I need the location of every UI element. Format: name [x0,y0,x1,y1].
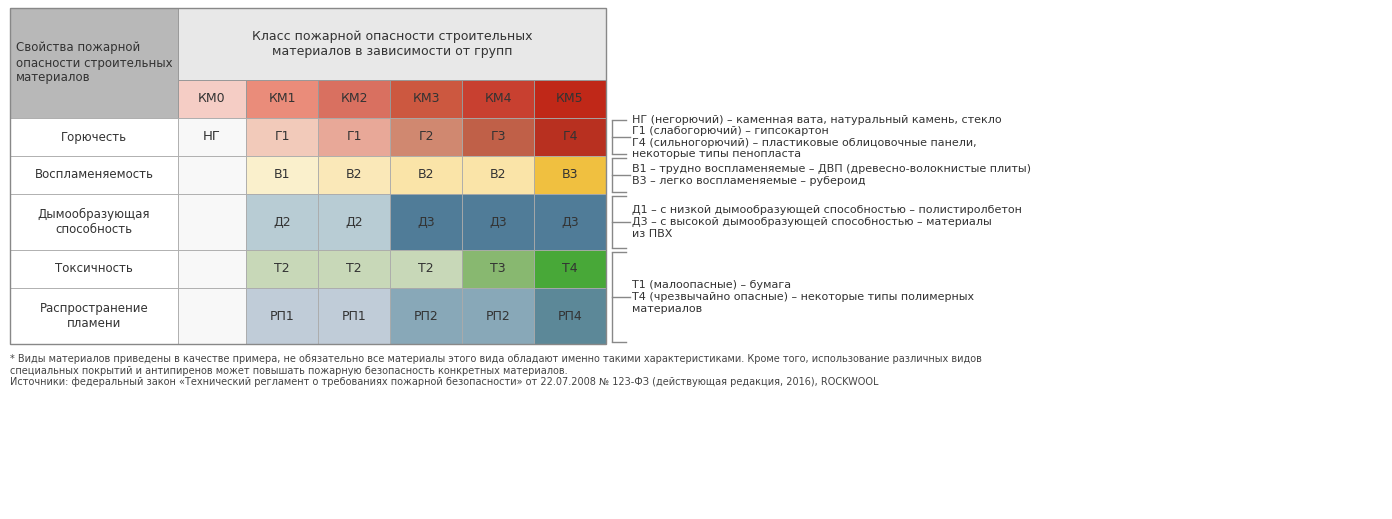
Bar [317,194,390,250]
Text: НГ: НГ [203,130,221,143]
Bar [535,156,606,194]
Text: Т1 (малоопасные) – бумага
Т4 (чрезвычайно опасные) – некоторые типы полимерных
м: Т1 (малоопасные) – бумага Т4 (чрезвычайн… [632,280,974,313]
Bar [462,118,535,156]
Bar [535,118,606,156]
Bar [10,156,178,194]
Text: КМ3: КМ3 [412,92,440,105]
Text: В2: В2 [418,169,434,182]
Text: В3: В3 [562,169,578,182]
Text: РП4: РП4 [558,309,582,322]
Text: РП2: РП2 [486,309,511,322]
Bar [462,80,535,118]
Bar [317,250,390,288]
Text: Д2: Д2 [345,215,363,228]
Bar [390,156,462,194]
Text: Т2: Т2 [418,263,434,276]
Bar [246,156,317,194]
Bar [178,156,246,194]
Bar [317,118,390,156]
Bar [246,118,317,156]
Text: Класс пожарной опасности строительных
материалов в зависимости от групп: Класс пожарной опасности строительных ма… [252,30,532,58]
Bar [462,194,535,250]
Text: Дымообразующая
способность: Дымообразующая способность [38,208,150,236]
Text: Т4: Т4 [562,263,578,276]
Text: КМ5: КМ5 [557,92,583,105]
Text: КМ0: КМ0 [198,92,226,105]
Bar [535,250,606,288]
Text: Г1: Г1 [274,130,290,143]
Text: РП1: РП1 [341,309,366,322]
Bar [390,288,462,344]
Bar [178,194,246,250]
Bar [535,288,606,344]
Bar [10,8,606,344]
Text: Д3: Д3 [561,215,579,228]
Bar [178,118,246,156]
Text: Г3: Г3 [490,130,505,143]
Text: НГ (негорючий) – каменная вата, натуральный камень, стекло
Г1 (слабогорючий) – г: НГ (негорючий) – каменная вата, натураль… [632,115,1002,159]
Bar [390,80,462,118]
Bar [246,250,317,288]
Bar [317,156,390,194]
Text: РП1: РП1 [270,309,294,322]
Text: Свойства пожарной
опасности строительных
материалов: Свойства пожарной опасности строительных… [15,42,173,85]
Bar [178,8,606,80]
Text: В2: В2 [345,169,362,182]
Bar [10,8,178,118]
Text: Д1 – с низкой дымообразующей способностью – полистиролбетон
Д3 – с высокой дымоо: Д1 – с низкой дымообразующей способность… [632,206,1022,239]
Bar [535,80,606,118]
Text: Распространение
пламени: Распространение пламени [39,302,149,330]
Text: Д2: Д2 [273,215,291,228]
Bar [462,288,535,344]
Bar [390,250,462,288]
Bar [317,80,390,118]
Text: Горючесть: Горючесть [61,130,127,143]
Text: Д3: Д3 [418,215,434,228]
Text: Токсичность: Токсичность [56,263,134,276]
Text: КМ2: КМ2 [340,92,367,105]
Text: Воспламеняемость: Воспламеняемость [35,169,153,182]
Text: * Виды материалов приведены в качестве примера, не обязательно все материалы это: * Виды материалов приведены в качестве п… [10,354,981,387]
Bar [390,118,462,156]
Bar [535,194,606,250]
Bar [390,194,462,250]
Text: В2: В2 [490,169,507,182]
Bar [178,288,246,344]
Bar [246,194,317,250]
Text: КМ4: КМ4 [484,92,512,105]
Text: Т3: Т3 [490,263,505,276]
Bar [10,250,178,288]
Text: В1: В1 [274,169,291,182]
Text: Т2: Т2 [347,263,362,276]
Bar [246,80,317,118]
Bar [10,288,178,344]
Bar [178,250,246,288]
Text: Д3: Д3 [489,215,507,228]
Bar [10,194,178,250]
Bar [10,118,178,156]
Text: Г2: Г2 [418,130,434,143]
Text: Г4: Г4 [562,130,578,143]
Bar [246,288,317,344]
Bar [178,80,246,118]
Text: Г1: Г1 [347,130,362,143]
Text: В1 – трудно воспламеняемые – ДВП (древесно-волокнистые плиты)
В3 – легко восплам: В1 – трудно воспламеняемые – ДВП (древес… [632,164,1031,186]
Text: КМ1: КМ1 [269,92,295,105]
Bar [462,250,535,288]
Bar [462,156,535,194]
Text: РП2: РП2 [413,309,438,322]
Text: Т2: Т2 [274,263,290,276]
Bar [317,288,390,344]
